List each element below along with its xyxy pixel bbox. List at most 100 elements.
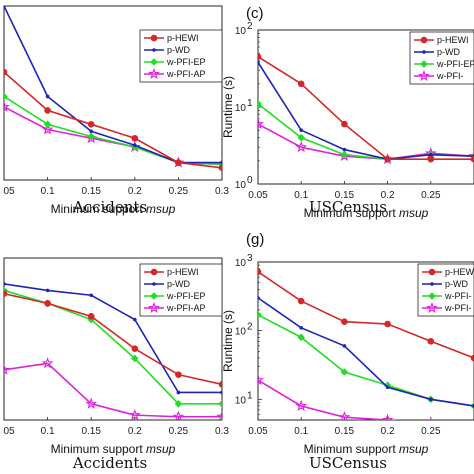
series-line-w-PFI-AP: [258, 379, 399, 420]
chart-panel-3: 05 0.1 0.15 0.2 0.25 0.3 Minimum support msupA…: [3, 257, 229, 472]
data-point-p-WD: [220, 160, 222, 165]
legend-marker-p-WD: [152, 48, 156, 52]
data-point-w-PFI-EP: [258, 100, 262, 108]
x-tick-label: 0.15: [81, 426, 101, 437]
legend-label-p-WD: p-WD: [167, 45, 190, 55]
legend-label-p-WD: p-WD: [437, 47, 460, 57]
panel-caption: Accidents: [72, 198, 147, 216]
data-point-p-WD: [429, 152, 433, 157]
data-point-w-PFI-EP: [43, 120, 52, 129]
y-tick-exponent: 3: [247, 253, 253, 264]
x-axis-label: Minimum support msup: [51, 442, 176, 456]
data-point-w-PFI-AP: [41, 357, 54, 369]
data-point-p-WD: [342, 344, 347, 348]
data-point-p-WD: [133, 317, 137, 322]
data-point-w-PFI-AP: [468, 149, 474, 162]
y-tick-exponent: 2: [247, 21, 253, 32]
x-axis-label-var: msup: [399, 206, 429, 220]
data-point-w-PFI-AP: [4, 363, 10, 375]
legend-label-p-HEWI: p-HEWI: [445, 267, 474, 277]
x-tick-label: 05: [3, 186, 15, 197]
x-axis-label-text: Minimum support: [304, 206, 399, 220]
chart-panel-1: 05 0.1 0.15 0.2 0.25 0.3 Minimum support msupA…: [3, 5, 229, 216]
panel-letter: (c): [246, 5, 264, 22]
series-line-w-PFI-EP: [4, 95, 222, 166]
data-point-p-HEWI: [384, 320, 391, 328]
data-point-w-PFI-EP: [218, 400, 222, 408]
x-axis-label-var: msup: [399, 442, 429, 456]
series-line-w-PFI-EP: [258, 314, 474, 407]
data-point-w-PFI-AP: [295, 141, 308, 153]
x-tick-label: 0.05: [248, 426, 268, 437]
series-line-w-PFI-AP: [4, 362, 222, 418]
legend: p-HEWI p-WD w-PFI-w-PFI-: [417, 263, 474, 317]
x-tick-label: 0.15: [335, 426, 355, 437]
data-point-p-WD: [45, 288, 50, 293]
data-point-w-PFI-EP: [340, 150, 349, 159]
y-tick-exponent: 1: [247, 390, 253, 401]
y-tick-label: 10: [235, 327, 247, 338]
y-tick-label: 10: [235, 395, 247, 406]
legend-label-p-HEWI: p-HEWI: [167, 33, 199, 43]
x-tick-label: 0.2: [128, 426, 142, 437]
x-axis-label-text: Minimum support: [51, 442, 146, 456]
x-tick-label: 0.3: [215, 426, 229, 437]
series-line-p-WD: [4, 283, 222, 394]
data-point-w-PFI-AP: [41, 123, 54, 135]
x-axis-label: Minimum support msup: [304, 206, 429, 220]
series-line-p-HEWI: [4, 292, 222, 386]
data-point-p-HEWI: [258, 268, 262, 276]
data-point-p-HEWI: [297, 297, 305, 305]
legend: p-HEWI p-WD w-PFI-EP w-PFI-: [409, 31, 474, 85]
data-point-w-PFI-AP: [128, 408, 141, 420]
data-point-w-PFI-EP: [174, 400, 183, 408]
series-line-p-WD: [258, 61, 474, 160]
legend-label-w-PFI-AP: w-PFI-AP: [166, 69, 206, 79]
legend-label-p-HEWI: p-HEWI: [437, 35, 469, 45]
y-tick-exponent: 1: [247, 98, 253, 109]
data-point-w-PFI-AP: [381, 413, 394, 420]
legend-label-p-WD: p-WD: [167, 279, 190, 289]
data-point-p-HEWI: [470, 354, 474, 362]
data-point-p-HEWI: [341, 120, 348, 128]
data-point-p-HEWI: [218, 381, 222, 388]
data-point-p-WD: [89, 293, 93, 298]
data-point-w-PFI-AP: [338, 410, 351, 420]
data-point-p-WD: [429, 397, 433, 402]
data-point-p-WD: [220, 390, 222, 395]
data-point-p-HEWI: [87, 313, 95, 320]
data-point-w-PFI-AP: [216, 410, 222, 420]
data-point-w-PFI-AP: [4, 100, 10, 112]
data-point-p-WD: [299, 128, 304, 132]
data-point-p-HEWI: [427, 155, 435, 163]
y-tick-label: 10: [235, 26, 247, 37]
y-tick-label: 10: [235, 258, 247, 269]
data-point-p-WD: [258, 296, 260, 300]
series-group: [258, 53, 474, 165]
data-point-p-HEWI: [87, 121, 95, 128]
x-axis-label-text: Minimum support: [51, 202, 146, 216]
panel-caption: USCensus: [309, 198, 387, 216]
data-point-p-HEWI: [44, 107, 51, 114]
legend-marker-w-PFI-EP: [150, 292, 158, 300]
legend-label-p-HEWI: p-HEWI: [167, 267, 199, 277]
axes-box: [3, 257, 223, 421]
y-tick-exponent: 2: [247, 322, 253, 333]
data-point-w-PFI-AP: [172, 410, 185, 420]
x-axis-label-text: Minimum support: [304, 442, 399, 456]
legend-marker-p-WD: [152, 282, 156, 286]
legend-label-w-PFI-AP: w-PFI-AP: [166, 303, 206, 313]
series-line-w-PFI-AP: [4, 106, 222, 166]
data-point-p-WD: [4, 282, 6, 286]
data-point-p-WD: [45, 94, 50, 99]
y-tick-label: 10: [235, 103, 247, 114]
y-axis-label: Runtime (s): [221, 76, 235, 138]
data-point-p-HEWI: [427, 338, 435, 345]
x-axis-label: Minimum support msup: [51, 202, 176, 216]
x-tick-label: 0.15: [81, 186, 101, 197]
data-point-p-HEWI: [175, 371, 182, 378]
data-point-p-HEWI: [384, 155, 391, 163]
